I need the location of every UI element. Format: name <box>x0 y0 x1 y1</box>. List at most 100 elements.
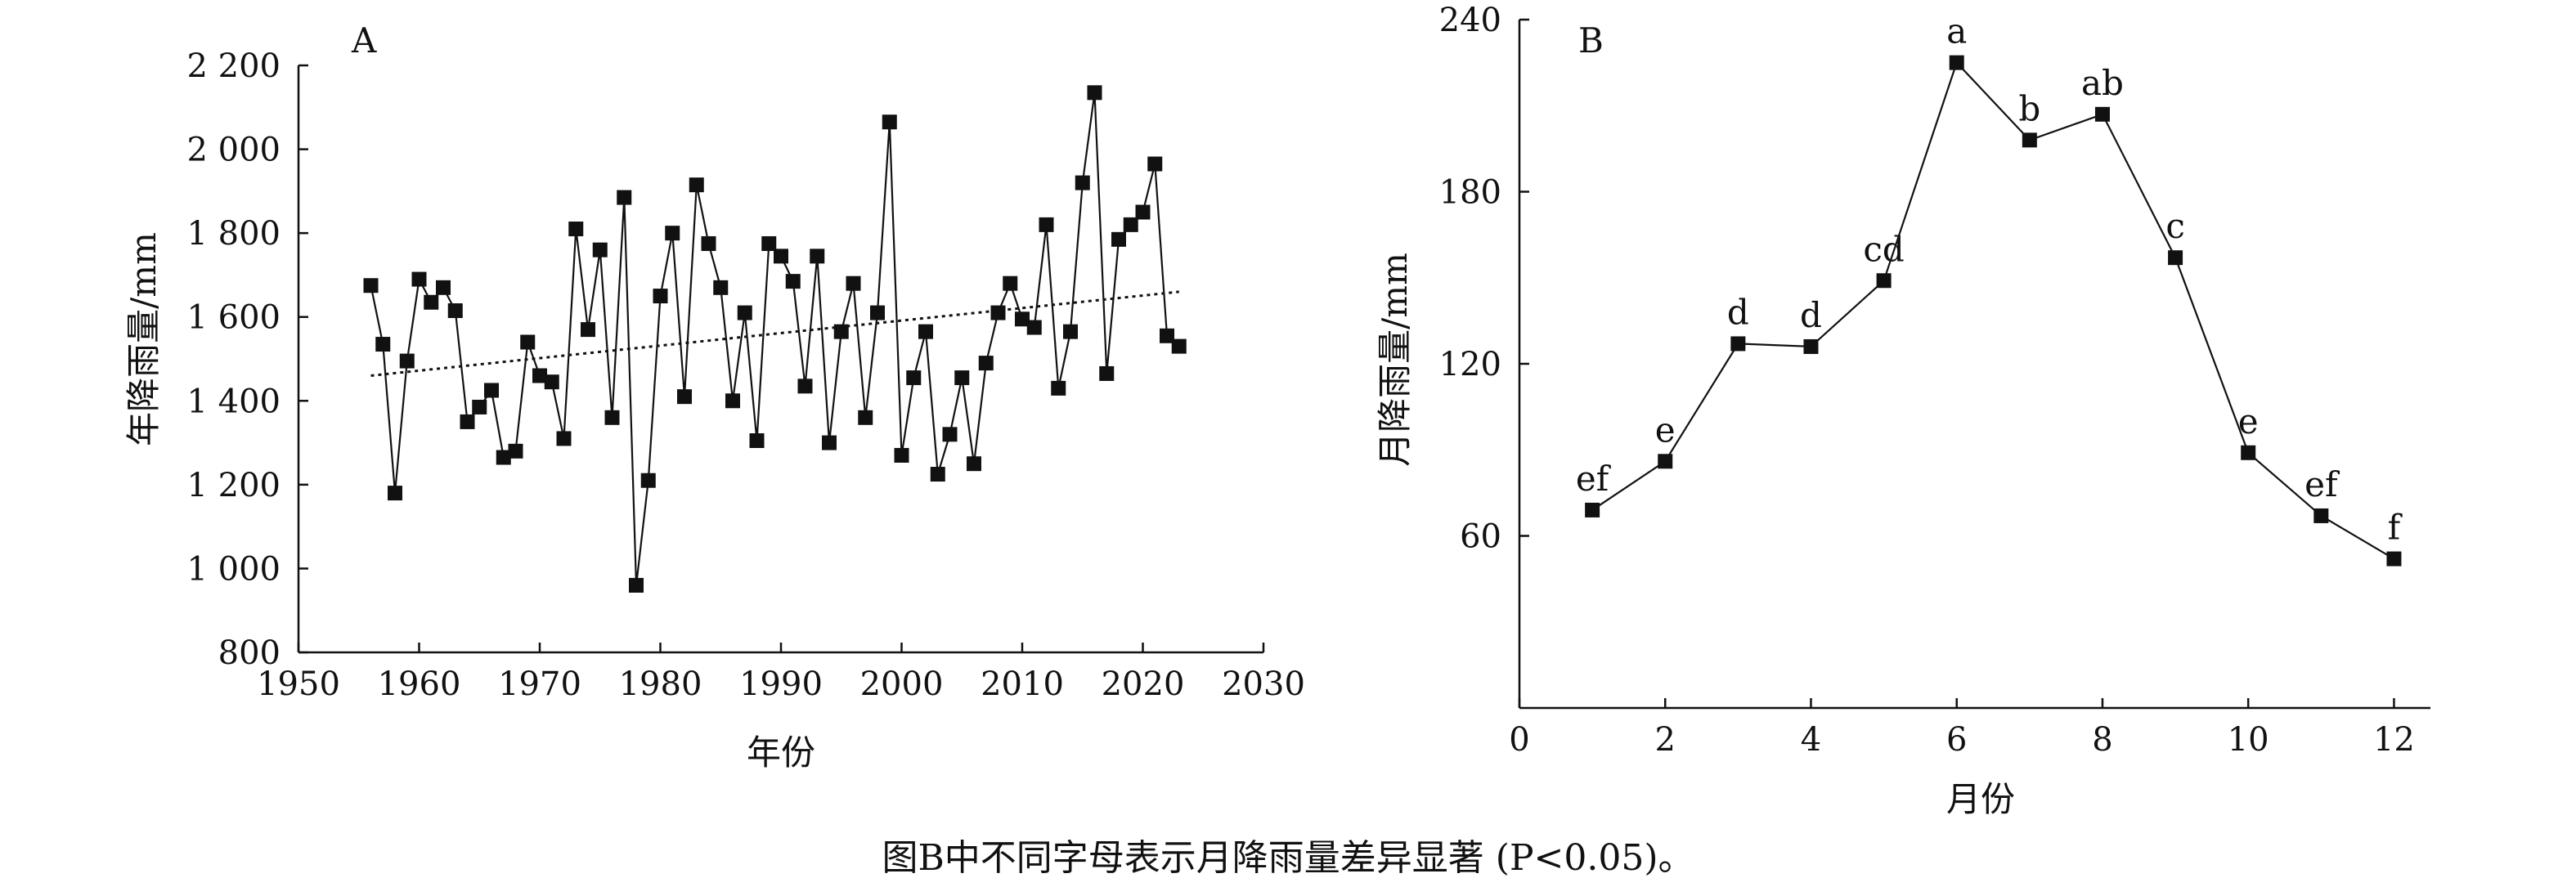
panel-a-y-axis-title: 年降雨量/mm <box>123 232 164 446</box>
panel-a-y-tick-label: 1 800 <box>186 215 280 253</box>
panel-a-data-point <box>725 393 740 409</box>
panel-a-x-tick-label: 2010 <box>981 665 1064 703</box>
panel-a-data-point <box>1026 320 1042 335</box>
panel-b-significance-label: ef <box>1576 459 1612 499</box>
panel-a-annual-rainfall-chart: A 1950 1960 1970 1980 1990 2000 2010 2020 2030 80… <box>123 20 1305 773</box>
panel-a-data-point <box>496 450 511 465</box>
panel-a-data-point <box>1147 156 1163 172</box>
panel-a-data-point <box>870 305 885 320</box>
panel-a-data-point <box>1075 175 1090 190</box>
panel-b-letter: B <box>1578 20 1604 60</box>
panel-b-significance-label: a <box>1946 11 1967 52</box>
panel-b-data-point <box>1949 55 1964 70</box>
panel-b-significance-label: f <box>2388 508 2403 548</box>
panel-b-x-axis-title: 月份 <box>1946 779 2015 819</box>
panel-b-y-tick-label: 180 <box>1439 174 1501 212</box>
panel-a-data-point <box>653 289 668 304</box>
panel-b-data-point <box>1876 273 1892 289</box>
panel-a-data-point <box>737 305 752 320</box>
panel-a-data-point <box>1003 276 1018 291</box>
panel-a-y-tick-label: 2 000 <box>186 132 280 169</box>
panel-a-data-point <box>833 324 849 339</box>
panel-a-data-point <box>665 226 680 241</box>
panel-a-data-point <box>556 431 572 446</box>
panel-a-y-tick-label: 1 600 <box>186 299 280 337</box>
panel-a-data-point <box>544 374 559 390</box>
panel-a-data-point <box>375 337 391 352</box>
panel-a-data-point <box>1039 217 1054 232</box>
panel-b-significance-label: ef <box>2304 464 2340 504</box>
panel-a-x-tick-label: 2000 <box>860 665 944 703</box>
panel-a-y-tick-label: 800 <box>218 634 280 672</box>
panel-a-data-point <box>568 222 584 237</box>
panel-a-data-point <box>689 177 704 193</box>
panel-a-data-point <box>846 276 861 291</box>
panel-a-data-point <box>1051 380 1066 396</box>
panel-a-data-point <box>581 322 595 338</box>
panel-b-significance-label: d <box>1727 292 1749 332</box>
panel-a-data-point <box>701 235 716 251</box>
panel-a-plot-area: 1950 1960 1970 1980 1990 2000 2010 2020 2030 800 1… <box>186 47 1304 703</box>
panel-a-data-point <box>1015 311 1030 327</box>
panel-b-x-tick-label: 2 <box>1655 721 1676 759</box>
panel-a-data-point <box>882 114 897 130</box>
panel-a-x-tick-label: 1970 <box>498 665 581 703</box>
panel-a-data-point <box>629 577 644 593</box>
panel-a-data-point <box>906 370 922 386</box>
panel-a-data-point <box>1123 217 1138 232</box>
panel-b-significance-label: ab <box>2081 63 2124 103</box>
panel-b-x-tick-label: 4 <box>1801 721 1821 759</box>
panel-a-data-point <box>484 383 499 398</box>
panel-a-data-point <box>930 467 945 482</box>
panel-a-data-point <box>677 389 692 405</box>
panel-a-data-point <box>978 356 994 371</box>
panel-a-y-tick-label: 1 200 <box>186 467 280 504</box>
panel-b-data-point <box>2022 132 2037 148</box>
panel-a-data-point <box>942 427 958 442</box>
figure-caption: 图B中不同字母表示月降雨量差异显著 (P<0.05)。 <box>882 837 1694 879</box>
panel-a-data-point <box>447 303 463 319</box>
panel-a-x-tick-label: 1990 <box>739 665 823 703</box>
panel-b-significance-label: c <box>2165 206 2185 246</box>
panel-b-x-tick-label: 8 <box>2092 721 2112 759</box>
panel-a-x-axis-title: 年份 <box>747 732 815 773</box>
panel-a-data-point <box>604 410 620 425</box>
panel-a-data-point <box>990 305 1006 320</box>
panel-a-data-point <box>774 249 788 264</box>
panel-a-data-point <box>508 443 523 459</box>
panel-a-data-point <box>749 433 765 449</box>
panel-b-data-point <box>1803 338 1819 354</box>
panel-b-significance-label: b <box>2018 88 2040 128</box>
panel-a-data-point <box>967 456 981 472</box>
panel-a-data-point <box>388 486 402 501</box>
panel-b-data-point <box>2241 445 2256 460</box>
panel-a-x-tick-label: 2030 <box>1222 665 1305 703</box>
panel-b-series-line <box>1591 60 2394 560</box>
panel-a-letter: A <box>351 20 377 60</box>
panel-a-trend-line <box>370 290 1179 377</box>
panel-a-data-point <box>363 278 379 293</box>
panel-b-data-point <box>2094 106 2110 122</box>
panel-a-data-point <box>617 190 632 205</box>
panel-a-data-point <box>822 435 837 450</box>
panel-a-x-tick-label: 1980 <box>619 665 702 703</box>
panel-a-data-point <box>1099 365 1115 381</box>
panel-a-data-point <box>1111 231 1126 247</box>
panel-a-series-line <box>370 92 1180 586</box>
panel-a-x-tick-label: 2020 <box>1102 665 1185 703</box>
panel-b-x-tick-label: 12 <box>2373 721 2415 759</box>
panel-b-data-point <box>1730 336 1746 352</box>
panel-a-data-point <box>1135 204 1151 220</box>
panel-a-data-point <box>460 414 475 429</box>
panel-a-data-point <box>532 368 547 383</box>
panel-a-data-point <box>785 274 801 289</box>
panel-a-data-point <box>1063 324 1078 339</box>
panel-b-x-tick-label: 6 <box>1946 721 1967 759</box>
panel-a-y-tick-label: 1 000 <box>186 550 280 588</box>
panel-a-data-point <box>436 280 451 295</box>
panel-b-significance-label: d <box>1800 295 1822 335</box>
panel-a-data-point <box>640 473 656 488</box>
